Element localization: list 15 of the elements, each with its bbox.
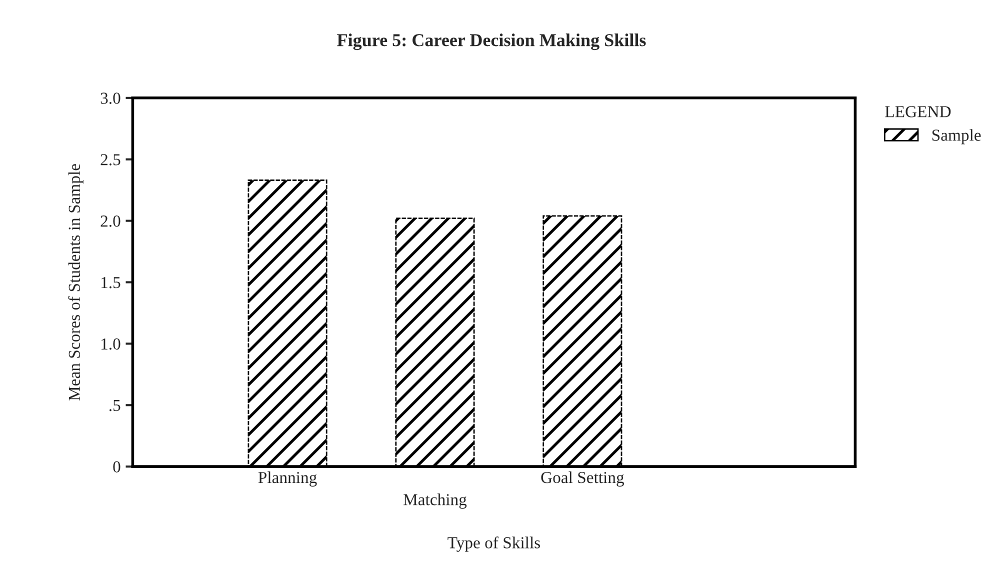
x-tick-label: Goal Setting (541, 471, 624, 487)
x-tick-label: Matching (404, 494, 467, 509)
y-tick-label: 2.5 (100, 154, 120, 166)
x-tick-label: Planning (258, 471, 317, 487)
legend-label: Sample (932, 129, 981, 144)
legend-title: LEGEND (885, 106, 951, 118)
x-axis-title: Type of Skills (448, 536, 540, 552)
chart-title: Figure 5: Career Decision Making Skills (337, 34, 646, 50)
y-tick-label: 1.5 (102, 277, 120, 288)
y-axis-title: Mean Scores of Students in Sample (68, 164, 84, 400)
y-tick-label: 2.0 (100, 216, 120, 227)
y-tick-label: 0 (113, 461, 120, 473)
y-tick-label: .5 (110, 400, 120, 412)
y-tick-label: 1.0 (102, 338, 120, 350)
y-tick-label: 3.0 (100, 92, 120, 104)
